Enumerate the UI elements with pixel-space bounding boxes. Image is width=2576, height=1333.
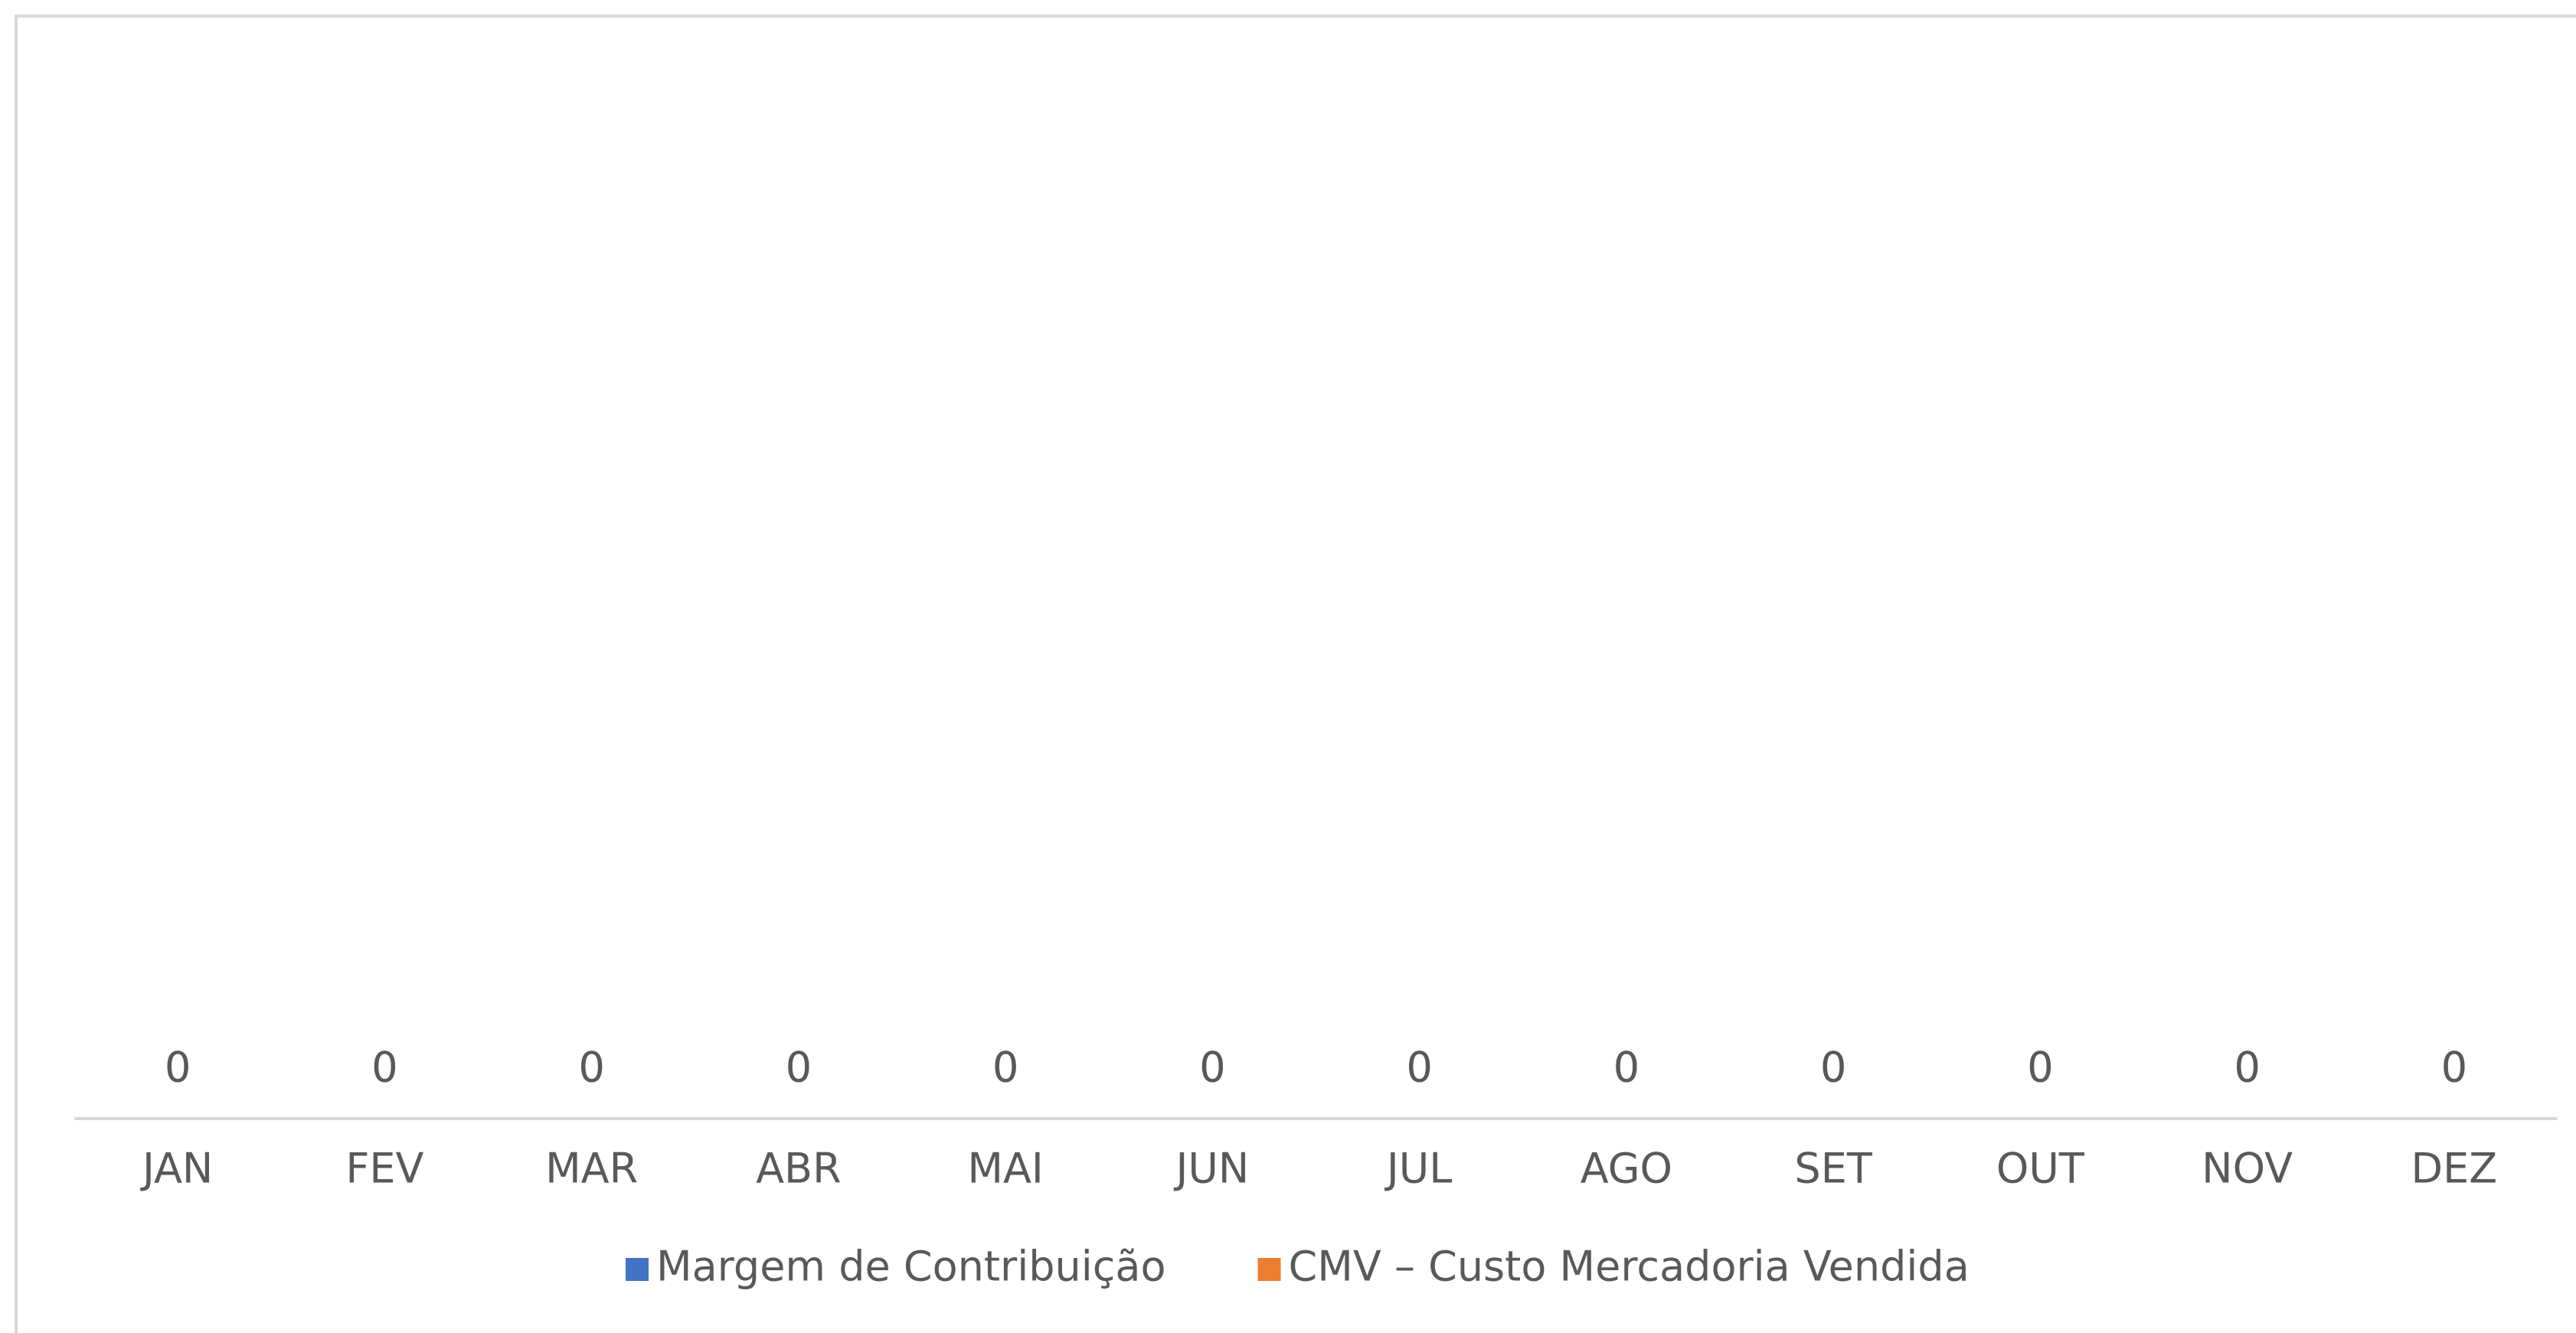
x-tick-label: DEZ [2411,1145,2498,1193]
data-label: 0 [1199,1044,1225,1092]
data-label: 0 [371,1044,397,1092]
x-tick-label: MAR [545,1145,638,1193]
legend-label: CMV – Custo Mercadoria Vendida [1289,1243,1970,1291]
x-tick-label: OUT [1996,1145,2085,1193]
legend-label: Margem de Contribuição [656,1243,1166,1291]
data-label: 0 [992,1044,1018,1092]
data-label: 0 [578,1044,604,1092]
data-label: 0 [165,1044,191,1092]
data-label: 0 [786,1044,812,1092]
data-label: 0 [1199,1044,1225,1092]
data-label: 0 [2441,1044,2467,1092]
x-tick-label: MAI [967,1145,1043,1193]
x-tick-label: JUL [1384,1145,1453,1193]
x-tick-label: FEV [345,1145,423,1193]
x-tick-label: JUN [1173,1145,1249,1193]
data-label: 0 [578,1044,604,1092]
data-label: 0 [2234,1044,2260,1092]
x-tick-label: NOV [2202,1145,2293,1193]
data-label: 0 [1820,1044,1846,1092]
data-label: 0 [786,1044,812,1092]
data-label: 0 [1613,1044,1639,1092]
data-label: 0 [2027,1044,2053,1092]
x-tick-label: SET [1794,1145,1872,1193]
data-label: 0 [165,1044,191,1092]
data-label: 0 [2234,1044,2260,1092]
data-label: 0 [371,1044,397,1092]
legend-swatch [626,1258,649,1281]
data-label: 0 [2027,1044,2053,1092]
data-label: 0 [1406,1044,1432,1092]
data-label: 0 [2441,1044,2467,1092]
data-label: 0 [1820,1044,1846,1092]
x-tick-label: JAN [140,1145,213,1193]
x-tick-label: AGO [1581,1145,1672,1193]
chart-border [15,15,2576,1333]
x-tick-label: ABR [756,1145,842,1193]
data-label: 0 [992,1044,1018,1092]
data-label: 0 [1406,1044,1432,1092]
legend-swatch [1257,1258,1281,1281]
data-label: 0 [1613,1044,1639,1092]
